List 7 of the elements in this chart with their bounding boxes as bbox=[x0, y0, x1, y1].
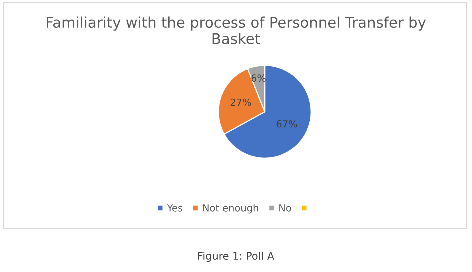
data-label: 67% bbox=[276, 120, 298, 128]
legend-label: Yes bbox=[167, 204, 183, 212]
legend-label: No bbox=[280, 204, 292, 212]
caption: Figure 1: Poll A bbox=[198, 252, 274, 262]
data-label: 27% bbox=[230, 98, 252, 106]
chart-title: Familiarity with the process of Personnel Transfer by Basket bbox=[46, 16, 426, 44]
legend-label: Not enough bbox=[203, 204, 258, 214]
